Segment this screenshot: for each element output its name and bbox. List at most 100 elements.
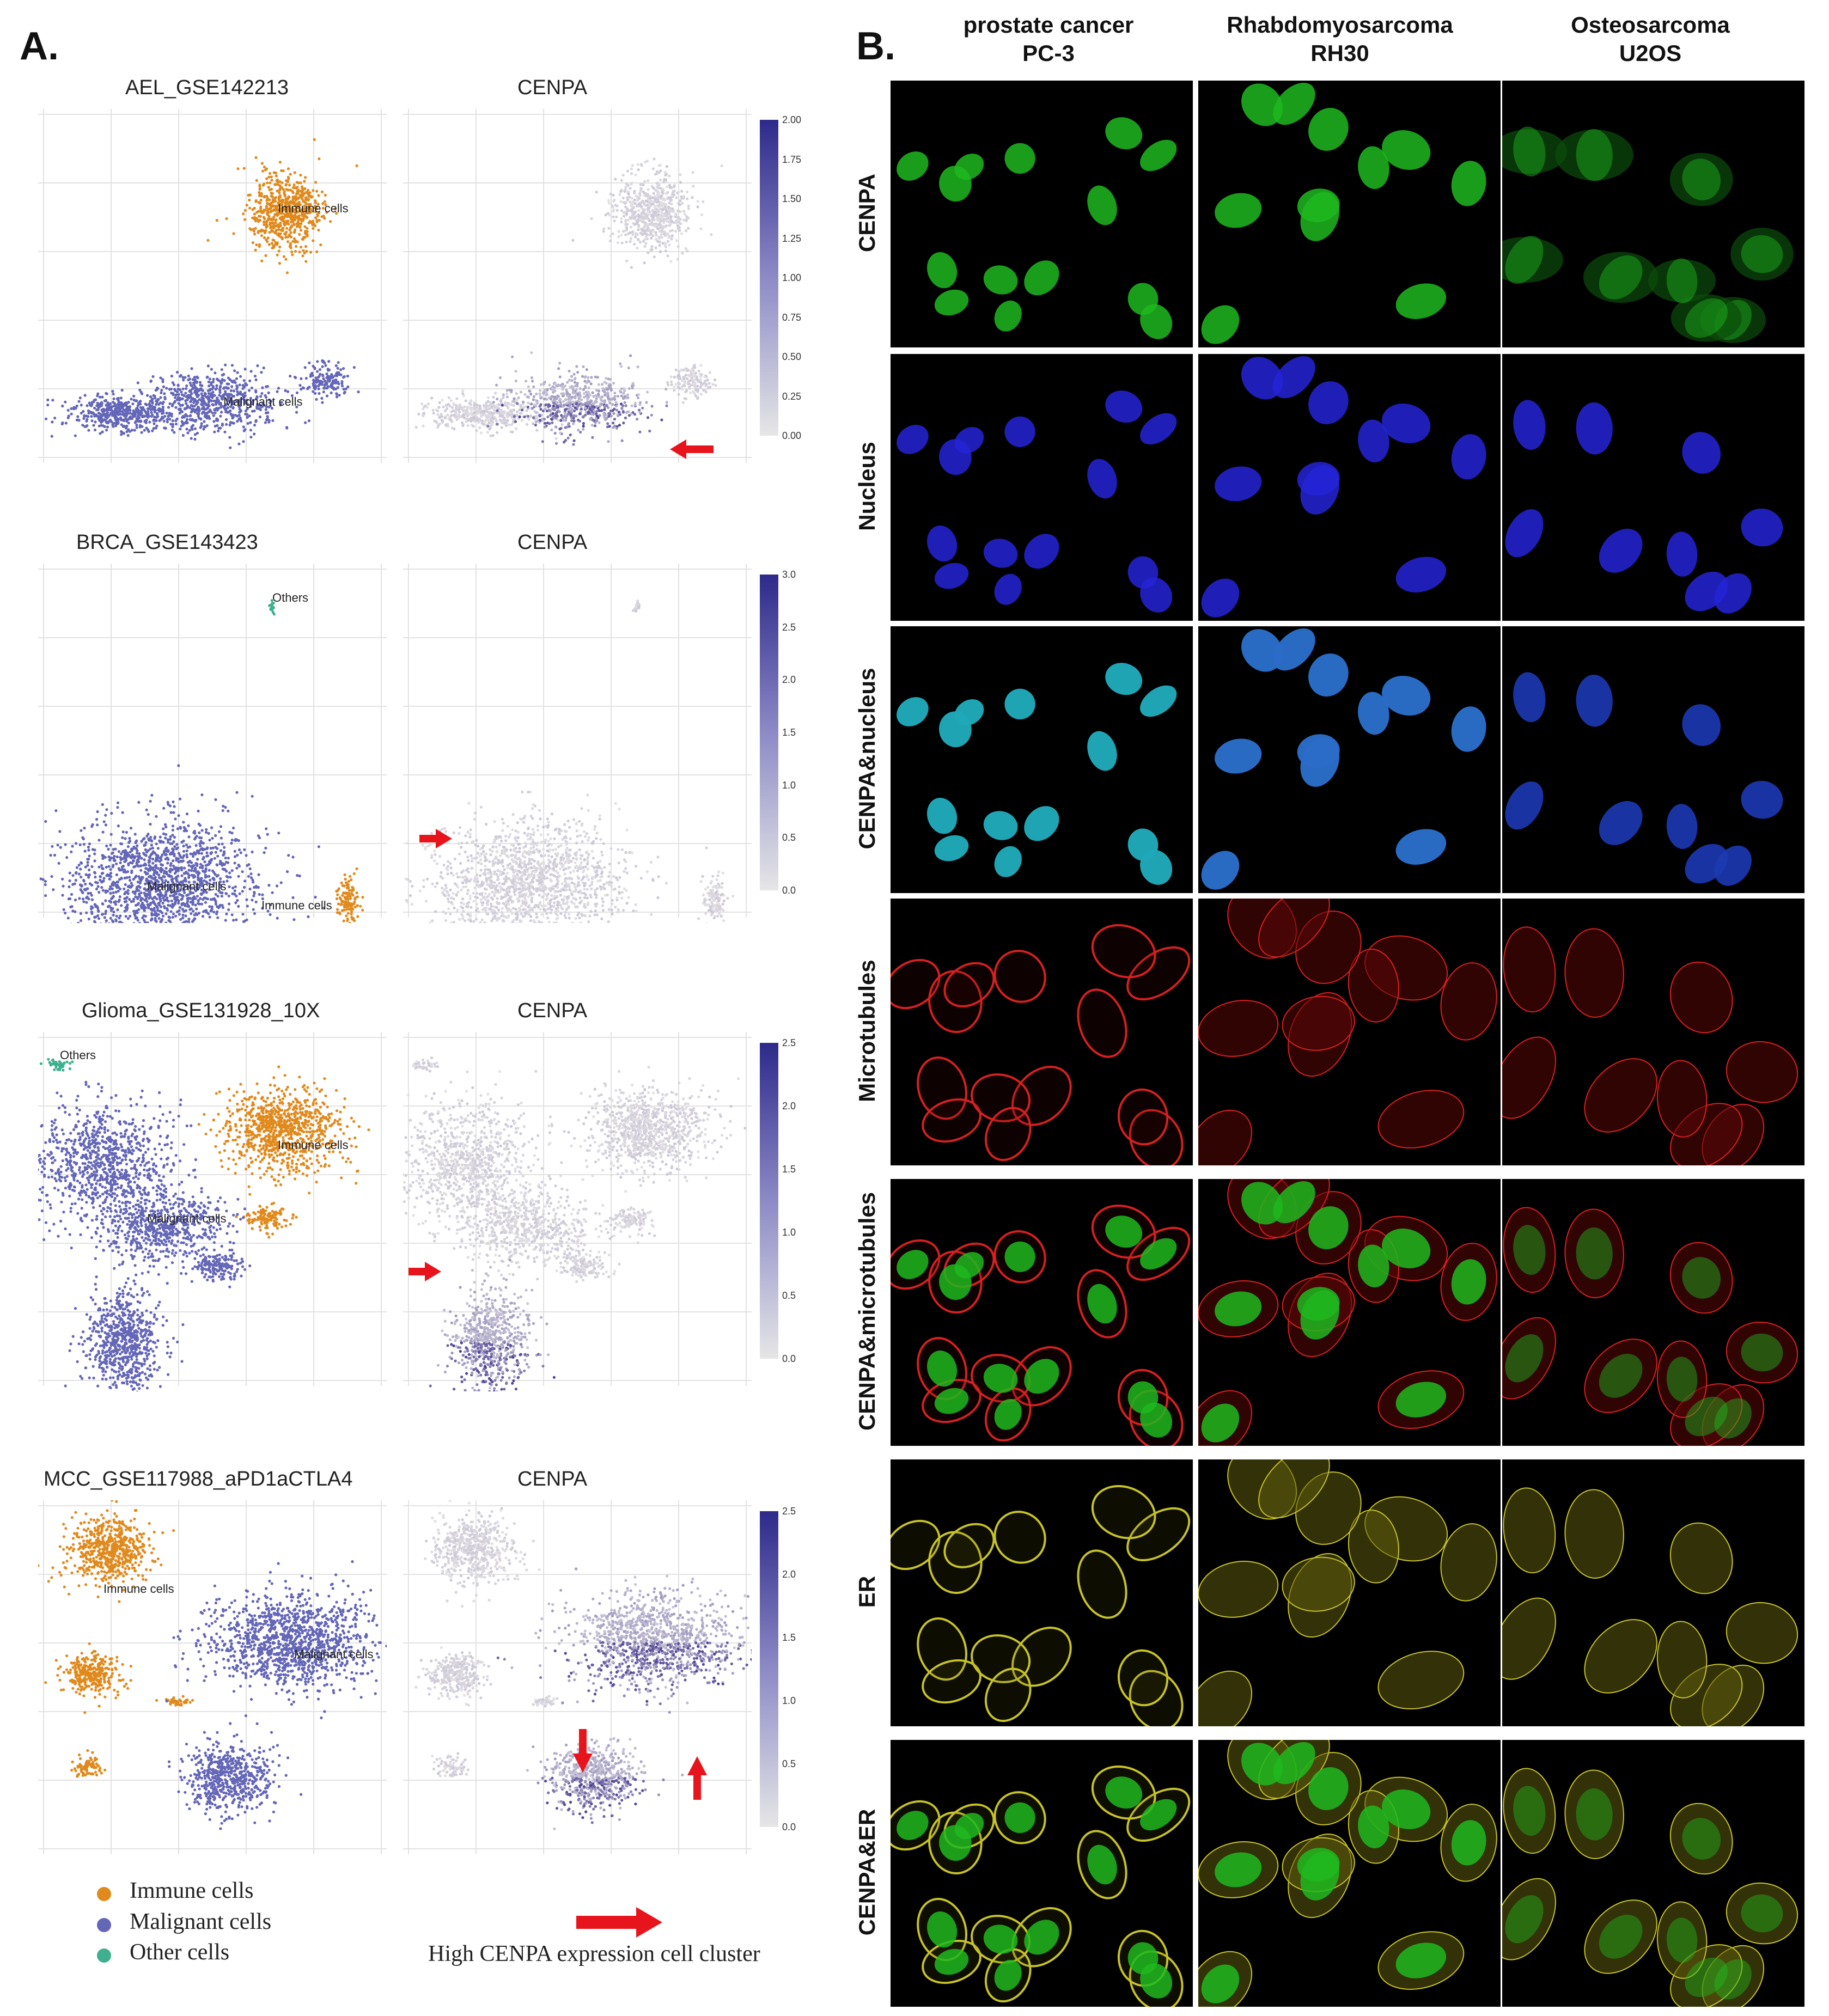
row-1-colorbar-tick: 1.25 <box>782 233 801 245</box>
column-header-rh30-line2: RH30 <box>1187 39 1492 68</box>
micrograph-r6-c1 <box>891 1459 1193 1726</box>
row-label-5: CENPA&microtubules <box>854 1181 880 1442</box>
row-3-colorbar-tick: 0.0 <box>782 1353 796 1365</box>
row-4-colorbar-tick: 0.5 <box>782 1758 796 1770</box>
micrograph-r3-c3 <box>1502 626 1804 893</box>
row-1-high-expression-arrow-icon <box>670 439 714 459</box>
row-1-colorbar <box>760 120 778 436</box>
row-2-dataset-title: BRCA_GSE143423 <box>76 531 258 554</box>
column-header-pc3-line1: prostate cancer <box>896 11 1201 39</box>
column-header-u2os-line1: Osteosarcoma <box>1498 11 1803 39</box>
row-1-colorbar-tick: 2.00 <box>782 114 801 126</box>
row-4-colorbar <box>760 1511 778 1827</box>
row-1-expression-umap <box>403 109 752 463</box>
row-4-high-expression-arrow-icon <box>573 1729 593 1773</box>
row-3-cluster-label-3: Malignant cells <box>147 1212 227 1225</box>
column-header-u2os: Osteosarcoma U2OS <box>1498 11 1803 68</box>
row-1-cluster-umap: Immune cells Malignant cells <box>38 109 387 463</box>
micrograph-r7-c2 <box>1198 1740 1501 2007</box>
row-1-colorbar-tick: 1.00 <box>782 272 801 284</box>
row-4-colorbar-tick: 0.0 <box>782 1822 796 1833</box>
row-2-cluster-umap: Others Malignant cells Immune cells <box>38 564 387 923</box>
micrograph-r1-c1 <box>891 81 1193 347</box>
micrograph-r4-c3 <box>1502 899 1804 1165</box>
panel-b-letter: B. <box>856 24 895 69</box>
legend-label-other: Other cells <box>130 1939 229 1965</box>
row-1-cluster-label-2: Malignant cells <box>223 395 303 408</box>
row-3-expression-title: CENPA <box>517 999 587 1023</box>
column-header-rh30: Rhabdomyosarcoma RH30 <box>1187 11 1492 68</box>
row-2-colorbar <box>760 575 778 890</box>
row-4-cluster-label-1: Immune cells <box>103 1582 174 1596</box>
row-3-colorbar-tick: 1.5 <box>782 1164 796 1175</box>
row-4-expression-umap <box>403 1500 752 1854</box>
row-1-colorbar-tick: 0.75 <box>782 312 801 323</box>
legend-dot-other <box>97 1948 111 1963</box>
column-header-pc3: prostate cancer PC-3 <box>896 11 1201 68</box>
micrograph-r2-c3 <box>1502 354 1804 621</box>
row-2-colorbar-tick: 1.5 <box>782 727 796 738</box>
row-4-colorbar-tick: 1.5 <box>782 1632 796 1644</box>
micrograph-r1-c2 <box>1198 81 1501 347</box>
row-2-colorbar-tick: 0.0 <box>782 885 796 896</box>
row-2-colorbar-tick: 2.5 <box>782 622 796 633</box>
column-header-u2os-line2: U2OS <box>1498 39 1803 68</box>
row-4-expression-title: CENPA <box>517 1468 587 1491</box>
row-3-colorbar-tick: 0.5 <box>782 1290 796 1302</box>
row-1-colorbar-tick: 0.00 <box>782 430 801 442</box>
micrograph-r4-c1 <box>891 899 1193 1165</box>
row-2-colorbar-tick: 1.0 <box>782 780 796 791</box>
micrograph-r5-c3 <box>1502 1179 1804 1446</box>
row-label-4: Microtubules <box>854 900 880 1162</box>
row-1-cluster-label-1: Immune cells <box>278 201 349 215</box>
row-4-colorbar-tick: 1.0 <box>782 1695 796 1707</box>
row-4-cluster-label-2: Malignant cells <box>294 1647 374 1661</box>
row-4-colorbar-tick: 2.0 <box>782 1569 796 1580</box>
row-1-colorbar-tick: 1.75 <box>782 154 801 166</box>
micrograph-r3-c2 <box>1198 626 1501 893</box>
micrograph-r7-c3 <box>1502 1740 1804 2007</box>
row-1-colorbar-tick: 0.50 <box>782 351 801 363</box>
row-label-6: ER <box>854 1461 880 1722</box>
row-2-expression-title: CENPA <box>517 531 587 554</box>
micrograph-r3-c1 <box>891 626 1193 893</box>
micrograph-r5-c1 <box>891 1179 1193 1446</box>
row-label-7: CENPA&ER <box>854 1742 880 2003</box>
row-3-dataset-title: Glioma_GSE131928_10X <box>82 999 320 1023</box>
row-3-colorbar-tick: 1.0 <box>782 1227 796 1238</box>
row-3-expression-umap <box>403 1032 752 1391</box>
micrograph-r5-c2 <box>1198 1179 1501 1446</box>
row-2-colorbar-tick: 2.0 <box>782 674 796 686</box>
row-4-dataset-title: MCC_GSE117988_aPD1aCTLA4 <box>44 1468 353 1491</box>
legend-label-immune: Immune cells <box>130 1878 253 1904</box>
micrograph-r2-c2 <box>1198 354 1501 621</box>
row-3-colorbar <box>760 1043 778 1359</box>
row-2-cluster-label-1: Others <box>272 591 308 604</box>
micrograph-r4-c2 <box>1198 899 1501 1165</box>
row-label-3: CENPA&nucleus <box>854 628 880 889</box>
legend-label-malignant: Malignant cells <box>130 1909 271 1935</box>
row-3-cluster-label-2: Immune cells <box>278 1138 349 1152</box>
row-label-2: Nucleus <box>854 356 880 617</box>
micrograph-r7-c1 <box>891 1740 1193 2007</box>
micrograph-r6-c3 <box>1502 1459 1804 1726</box>
row-3-high-expression-arrow-icon <box>409 1262 441 1281</box>
row-1-colorbar-tick: 0.25 <box>782 391 801 402</box>
legend-arrow-label: High CENPA expression cell cluster <box>428 1941 760 1967</box>
row-1-expression-title: CENPA <box>517 76 587 100</box>
row-2-cluster-label-3: Immune cells <box>261 899 332 912</box>
row-2-expression-umap <box>403 564 752 923</box>
row-3-cluster-umap: Others Immune cells Malignant cells <box>38 1032 387 1391</box>
micrograph-r6-c2 <box>1198 1459 1501 1726</box>
row-label-1: CENPA <box>854 82 880 344</box>
panel-a-letter: A. <box>20 24 59 69</box>
row-4-colorbar-tick: 2.5 <box>782 1506 796 1517</box>
column-header-pc3-line2: PC-3 <box>896 39 1201 68</box>
row-3-cluster-label-1: Others <box>60 1048 96 1062</box>
legend-arrow-icon <box>576 1907 662 1938</box>
legend-dot-malignant <box>97 1918 111 1932</box>
row-2-cluster-label-2: Malignant cells <box>147 879 227 893</box>
row-4-high-expression-arrow-2-icon <box>687 1756 707 1800</box>
column-header-rh30-line1: Rhabdomyosarcoma <box>1187 11 1492 39</box>
